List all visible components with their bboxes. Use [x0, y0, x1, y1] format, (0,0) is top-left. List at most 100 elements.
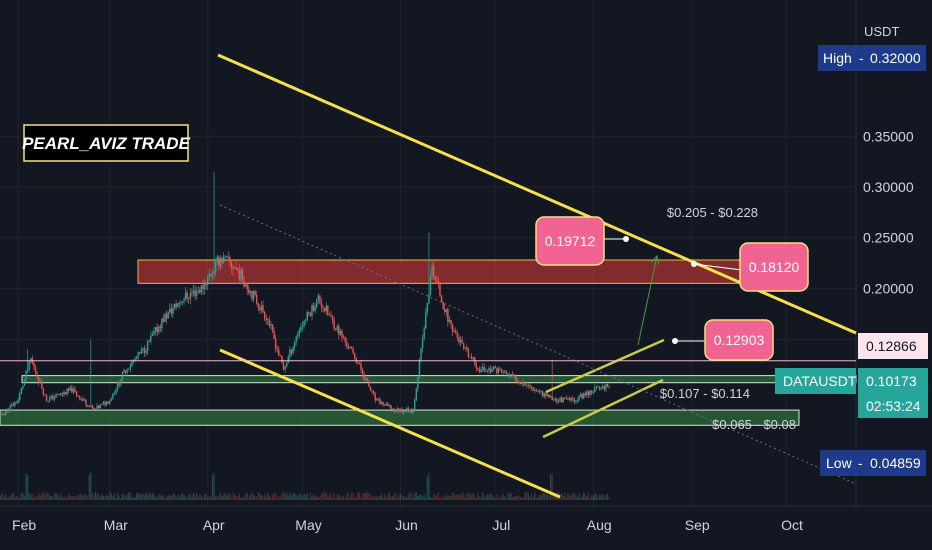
candle-body: [470, 356, 473, 360]
candle-body: [49, 397, 51, 402]
volume-bar: [605, 494, 607, 500]
candle-body: [101, 403, 103, 405]
candle-body: [271, 324, 274, 331]
candle-body: [116, 382, 119, 390]
volume-bar: [360, 496, 362, 500]
candle-body: [188, 298, 190, 299]
candle-body: [518, 382, 520, 384]
candle-body: [167, 311, 169, 319]
volume-bar: [251, 492, 253, 500]
low-value: 0.04859: [870, 455, 921, 471]
volume-bar: [154, 496, 157, 500]
candle-body: [308, 311, 310, 314]
candle-body: [67, 388, 70, 391]
candle-body: [567, 398, 569, 399]
volume-bar: [410, 493, 413, 500]
volume-bar: [436, 495, 438, 500]
volume-bar: [499, 496, 501, 500]
candle-body: [409, 410, 411, 412]
volume-bar: [597, 497, 599, 500]
projection-arrowhead: [650, 255, 660, 266]
volume-bar: [317, 497, 319, 500]
candle-body: [545, 393, 547, 397]
candle-body: [39, 381, 41, 383]
volume-bar: [4, 494, 7, 500]
volume-bar: [249, 494, 251, 500]
volume-bar: [464, 497, 466, 500]
candle-body: [186, 292, 188, 299]
volume-bar: [407, 494, 409, 500]
volume-bar: [538, 495, 541, 500]
candle-body: [124, 370, 127, 373]
candle-body: [513, 375, 515, 377]
volume-bar: [404, 497, 406, 500]
candle-body: [488, 368, 490, 371]
candle-body: [243, 280, 245, 287]
volume-bar: [197, 497, 199, 500]
candle-body: [262, 305, 264, 313]
candle-body: [197, 290, 199, 292]
volume-bar: [203, 494, 206, 500]
volume-bar: [281, 492, 283, 500]
candle-body: [559, 397, 561, 401]
volume-bar: [393, 494, 395, 500]
volume-bar: [120, 497, 122, 500]
volume-bar: [482, 492, 484, 500]
volume-bar: [368, 493, 370, 500]
candle-body: [232, 267, 234, 269]
labels: $0.205 - $0.228 $0.107 - $0.114 $0.065 - $…: [22, 124, 809, 432]
candle-body: [496, 367, 498, 374]
candle-body: [246, 284, 248, 290]
volume-bar: [83, 493, 86, 500]
candle-body: [61, 393, 64, 395]
candle-body: [289, 349, 291, 357]
volume-bar: [388, 492, 391, 500]
candle-body: [527, 385, 530, 386]
candle-body: [200, 285, 203, 293]
volume-bar: [64, 497, 67, 500]
candle-body: [279, 355, 282, 357]
volume-bar: [252, 494, 255, 500]
volume-bar: [380, 494, 383, 500]
candle-body: [146, 341, 149, 351]
candle-body: [109, 400, 111, 404]
candle-body: [30, 358, 32, 361]
volume-bar: [41, 493, 43, 500]
candle-body: [282, 363, 285, 370]
volume-bar: [142, 493, 144, 500]
x-tick-label: Jun: [395, 517, 418, 533]
volume-bar: [399, 494, 402, 500]
candle-body: [346, 341, 348, 347]
volume-bar: [177, 495, 179, 500]
volume-bar: [156, 496, 158, 500]
volume-bar: [559, 494, 561, 500]
candle-body: [453, 330, 455, 332]
candle-body: [77, 395, 79, 397]
x-tick-label: Jul: [492, 517, 510, 533]
volume-bar: [361, 493, 364, 500]
candle-body: [584, 393, 587, 396]
candle-body: [102, 402, 105, 404]
volume-bar: [229, 492, 231, 500]
volume-bar: [450, 495, 452, 500]
candle-body: [342, 337, 345, 339]
candle-body: [15, 402, 18, 403]
candle-body: [396, 408, 399, 412]
volume-bar: [570, 495, 572, 500]
candles: [0, 171, 610, 417]
volume-bar: [412, 497, 414, 500]
candle-body: [94, 408, 97, 410]
candle-body: [52, 395, 54, 400]
candle-body: [379, 399, 381, 405]
zones: [0, 259, 857, 426]
candle-body: [477, 368, 479, 370]
volume-bar: [584, 493, 586, 500]
volume-bar: [61, 496, 63, 500]
candle-body: [263, 312, 266, 319]
candle-body: [442, 301, 444, 310]
candle-body: [564, 397, 566, 399]
volume-bar: [205, 493, 207, 500]
volume-bar: [426, 476, 428, 500]
candle-body: [562, 397, 564, 403]
